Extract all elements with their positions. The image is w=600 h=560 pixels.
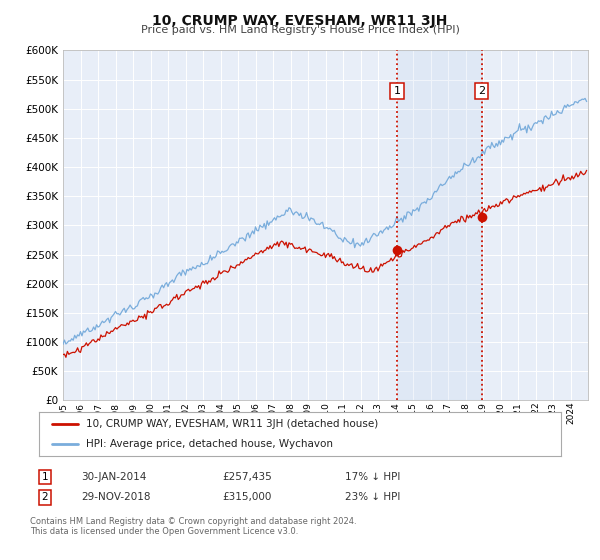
Text: £315,000: £315,000 xyxy=(222,492,271,502)
Text: 10, CRUMP WAY, EVESHAM, WR11 3JH: 10, CRUMP WAY, EVESHAM, WR11 3JH xyxy=(152,14,448,28)
Text: 17% ↓ HPI: 17% ↓ HPI xyxy=(345,472,400,482)
Bar xyxy=(397,50,482,400)
Text: Contains HM Land Registry data © Crown copyright and database right 2024.: Contains HM Land Registry data © Crown c… xyxy=(30,517,356,526)
Text: 1: 1 xyxy=(394,86,400,96)
Text: £257,435: £257,435 xyxy=(222,472,272,482)
Text: 2: 2 xyxy=(41,492,49,502)
Text: Price paid vs. HM Land Registry's House Price Index (HPI): Price paid vs. HM Land Registry's House … xyxy=(140,25,460,35)
Text: 1: 1 xyxy=(41,472,49,482)
Text: 10, CRUMP WAY, EVESHAM, WR11 3JH (detached house): 10, CRUMP WAY, EVESHAM, WR11 3JH (detach… xyxy=(86,419,378,429)
Text: 29-NOV-2018: 29-NOV-2018 xyxy=(81,492,151,502)
Text: 2: 2 xyxy=(478,86,485,96)
Text: HPI: Average price, detached house, Wychavon: HPI: Average price, detached house, Wych… xyxy=(86,439,333,449)
Text: 30-JAN-2014: 30-JAN-2014 xyxy=(81,472,146,482)
Text: 23% ↓ HPI: 23% ↓ HPI xyxy=(345,492,400,502)
Text: This data is licensed under the Open Government Licence v3.0.: This data is licensed under the Open Gov… xyxy=(30,528,298,536)
